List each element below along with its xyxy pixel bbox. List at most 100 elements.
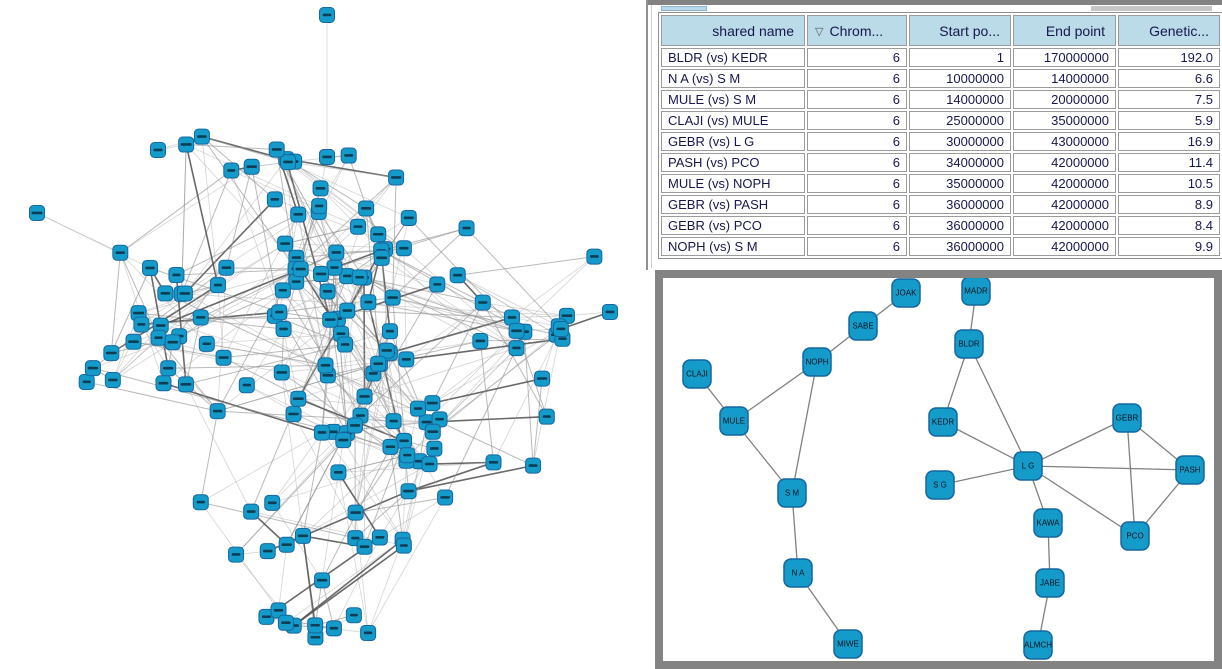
network-node[interactable] (325, 620, 342, 637)
cell-value[interactable]: 6 (807, 153, 907, 172)
network-node[interactable] (373, 249, 390, 266)
horizontal-scrollbar[interactable] (648, 5, 1222, 12)
table-row[interactable]: MULE (vs) NOPH 6 35000000 42000000 10.5 (661, 174, 1220, 193)
network-node[interactable] (238, 377, 255, 394)
cell-value[interactable]: 16.9 (1118, 132, 1220, 151)
network-node[interactable] (485, 454, 502, 471)
network-node[interactable]: GEBR (1112, 403, 1142, 433)
cell-value[interactable]: 9.9 (1118, 237, 1220, 256)
cell-value[interactable]: 8.9 (1118, 195, 1220, 214)
network-node[interactable] (337, 336, 354, 353)
network-node[interactable] (340, 147, 357, 164)
network-node[interactable] (472, 332, 489, 349)
cell-value[interactable]: 1 (909, 48, 1011, 67)
network-node[interactable]: L G (1013, 451, 1043, 481)
table-row[interactable]: NOPH (vs) S M 6 36000000 42000000 9.9 (661, 237, 1220, 256)
table-row[interactable]: BLDR (vs) KEDR 6 1 170000000 192.0 (661, 48, 1220, 67)
network-node[interactable] (142, 259, 159, 276)
network-node[interactable] (150, 142, 166, 158)
network-node[interactable] (103, 345, 120, 362)
network-node[interactable] (177, 376, 194, 393)
network-node[interactable] (277, 235, 294, 252)
network-node[interactable]: PCO (1120, 521, 1150, 551)
network-node[interactable] (84, 360, 101, 377)
cell-value[interactable]: 20000000 (1013, 90, 1116, 109)
network-node[interactable] (339, 268, 356, 285)
network-node[interactable] (586, 248, 603, 265)
network-node[interactable] (176, 285, 193, 302)
large-network-canvas[interactable] (0, 0, 655, 669)
cell-value[interactable]: 10.5 (1118, 174, 1220, 193)
table-row[interactable]: GEBR (vs) L G 6 30000000 43000000 16.9 (661, 132, 1220, 151)
cell-shared-name[interactable]: NOPH (vs) S M (661, 237, 805, 256)
network-node[interactable] (319, 7, 335, 23)
network-node[interactable] (104, 372, 121, 389)
cell-value[interactable]: 8.4 (1118, 216, 1220, 235)
panel-divider[interactable] (646, 0, 648, 270)
network-node[interactable] (266, 191, 283, 208)
network-node[interactable]: CLAJI (682, 359, 712, 389)
network-node[interactable] (399, 447, 416, 464)
network-node[interactable] (335, 432, 352, 449)
network-node[interactable]: KEDR (928, 407, 958, 437)
network-node[interactable] (264, 494, 281, 511)
column-header-genetic[interactable]: Genetic... (1118, 15, 1220, 46)
network-node[interactable] (112, 244, 129, 261)
network-node[interactable] (125, 333, 142, 350)
network-node[interactable] (319, 149, 335, 165)
subnetwork-canvas[interactable]: JOAK MADR SABE BLDR NOPH CLAJI MULE KEDR GEBR L G… (663, 278, 1214, 661)
network-node[interactable] (360, 294, 377, 311)
cell-value[interactable]: 6 (807, 174, 907, 193)
network-node[interactable] (278, 536, 295, 553)
network-node[interactable] (347, 504, 364, 521)
table-row[interactable]: GEBR (vs) PASH 6 36000000 42000000 8.9 (661, 195, 1220, 214)
network-edge[interactable] (1126, 417, 1136, 537)
network-node[interactable] (157, 285, 174, 302)
cell-value[interactable]: 7.5 (1118, 90, 1220, 109)
cell-shared-name[interactable]: PASH (vs) PCO (661, 153, 805, 172)
network-node[interactable]: JABE (1035, 568, 1065, 598)
table-row[interactable]: CLAJI (vs) MULE 6 25000000 35000000 5.9 (661, 111, 1220, 130)
network-node[interactable] (198, 335, 215, 352)
network-node[interactable] (356, 388, 373, 405)
network-node[interactable] (168, 267, 185, 284)
cell-value[interactable]: 170000000 (1013, 48, 1116, 67)
network-node[interactable]: S M (777, 478, 807, 508)
network-node[interactable] (508, 322, 525, 339)
network-node[interactable] (273, 364, 290, 381)
network-node[interactable] (410, 400, 427, 417)
network-node[interactable] (503, 309, 520, 326)
cell-shared-name[interactable]: MULE (vs) S M (661, 90, 805, 109)
network-node[interactable] (552, 320, 569, 337)
network-node[interactable] (152, 317, 169, 334)
network-edge[interactable] (1027, 417, 1128, 467)
cell-shared-name[interactable]: MULE (vs) NOPH (661, 174, 805, 193)
network-node[interactable] (370, 226, 387, 243)
network-node[interactable] (307, 629, 324, 646)
network-node[interactable] (346, 417, 363, 434)
cell-value[interactable]: 11.4 (1118, 153, 1220, 172)
network-node[interactable] (209, 403, 226, 420)
cell-value[interactable]: 43000000 (1013, 132, 1116, 151)
network-node[interactable] (312, 180, 329, 197)
table-row[interactable]: MULE (vs) S M 6 14000000 20000000 7.5 (661, 90, 1220, 109)
cell-value[interactable]: 14000000 (1013, 69, 1116, 88)
column-header-chrom[interactable]: ▽ Chrom... (807, 15, 907, 46)
table-row[interactable]: PASH (vs) PCO 6 34000000 42000000 11.4 (661, 153, 1220, 172)
network-node[interactable] (382, 438, 399, 455)
network-node[interactable] (312, 266, 329, 283)
network-node[interactable] (400, 209, 417, 226)
network-node[interactable] (218, 259, 235, 276)
filter-funnel-icon[interactable]: ▽ (815, 25, 824, 38)
network-node[interactable] (78, 373, 95, 390)
network-node[interactable] (317, 357, 334, 374)
network-node[interactable] (388, 169, 405, 186)
cell-value[interactable]: 14000000 (909, 90, 1011, 109)
cell-shared-name[interactable]: CLAJI (vs) MULE (661, 111, 805, 130)
network-node[interactable] (360, 624, 377, 641)
cell-value[interactable]: 34000000 (909, 153, 1011, 172)
network-node[interactable] (160, 360, 177, 377)
network-node[interactable] (429, 276, 446, 293)
network-edge[interactable] (1027, 465, 1191, 471)
column-header-startpo[interactable]: Start po... (909, 15, 1011, 46)
